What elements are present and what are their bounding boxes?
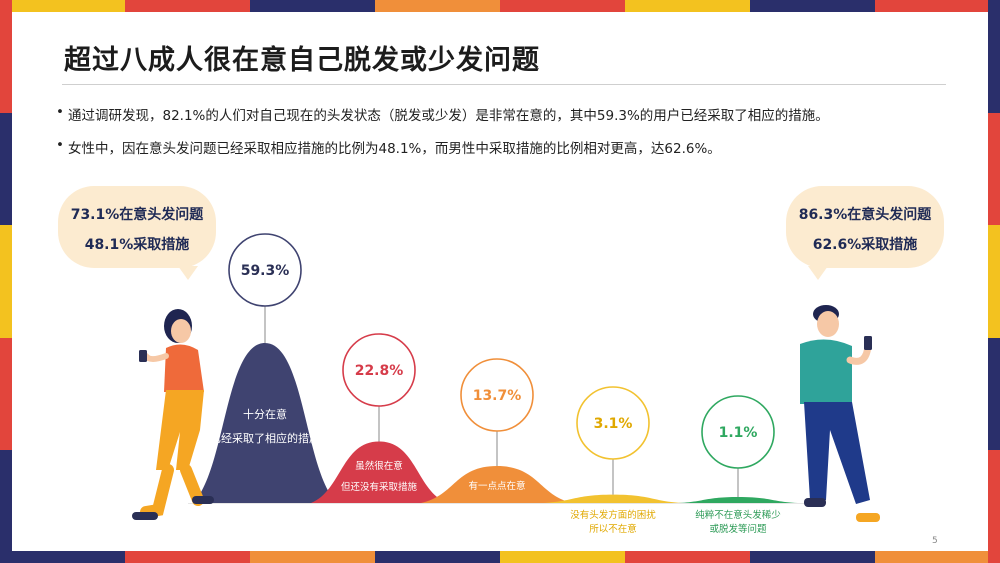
- value-label: 13.7%: [473, 388, 522, 404]
- right-color-strip: [988, 0, 1000, 563]
- man-with-phone-illustration: [800, 305, 880, 522]
- edge-segment: [375, 551, 500, 563]
- edge-segment: [0, 0, 12, 113]
- male-stats-bubble: 86.3%在意头发问题 62.6%采取措施: [786, 186, 944, 280]
- title-divider: [62, 84, 946, 85]
- edge-segment: [0, 112, 12, 226]
- edge-segment: [125, 0, 250, 12]
- edge-segment: [500, 0, 625, 12]
- hump-1: [193, 343, 337, 503]
- value-label: 1.1%: [719, 425, 758, 441]
- edge-segment: [750, 551, 875, 563]
- edge-segment: [988, 225, 1000, 338]
- edge-segment: [875, 551, 1000, 563]
- top-color-strip: [0, 0, 1000, 12]
- female-stats-bubble: 73.1%在意头发问题 48.1%采取措施: [58, 186, 216, 280]
- edge-segment: [625, 551, 750, 563]
- edge-segment: [500, 551, 625, 563]
- man-shoe-right: [856, 513, 880, 522]
- value-ring: [701, 395, 775, 469]
- woman-leg-left: [140, 464, 174, 518]
- hump-3: [421, 466, 573, 503]
- page-number: 5: [932, 536, 938, 546]
- value-ring: [460, 358, 534, 432]
- edge-segment: [988, 337, 1000, 451]
- category-label: 纯粹不在意头发稀少: [695, 509, 781, 521]
- page-title: 超过八成人很在意自己脱发或少发问题: [64, 45, 540, 76]
- female-action-stat: 48.1%采取措施: [84, 237, 190, 253]
- value-ring: [228, 233, 302, 307]
- edge-segment: [0, 225, 12, 338]
- value-label: 3.1%: [594, 416, 633, 432]
- value-ring: [342, 333, 416, 407]
- bottom-color-strip: [0, 551, 1000, 563]
- bubble-tail: [808, 266, 828, 280]
- bullet-point-1: 通过调研发现，82.1%的人们对自己现在的头发状态（脱发或少发）是非常在意的，其…: [56, 104, 829, 124]
- edge-segment: [875, 0, 1000, 12]
- edge-segment: [375, 0, 500, 12]
- value-ring: [576, 386, 650, 460]
- hump-5: [678, 497, 798, 503]
- value-label: 22.8%: [355, 363, 404, 379]
- edge-segment: [250, 551, 375, 563]
- woman-shoe-right: [192, 496, 214, 504]
- hump-4: [543, 494, 683, 503]
- woman-leg-right: [180, 464, 204, 506]
- male-action-stat: 62.6%采取措施: [812, 237, 918, 253]
- edge-segment: [625, 0, 750, 12]
- woman-pants: [156, 390, 204, 470]
- category-label: 所以不在意: [589, 523, 637, 535]
- edge-segment: [0, 337, 12, 451]
- value-label: 59.3%: [241, 263, 290, 279]
- man-pants: [804, 402, 870, 504]
- left-color-strip: [0, 0, 12, 563]
- category-label: 没有头发方面的困扰: [570, 509, 656, 521]
- woman-shoe-left: [132, 512, 158, 520]
- edge-segment: [988, 450, 1000, 563]
- category-label: 有一点点在意: [468, 480, 525, 492]
- male-concern-stat: 86.3%在意头发问题: [798, 207, 932, 223]
- bubble-tail: [178, 266, 198, 280]
- category-label: 或脱发等问题: [709, 523, 767, 535]
- edge-segment: [250, 0, 375, 12]
- man-shirt: [800, 339, 852, 404]
- edge-segment: [0, 551, 125, 563]
- category-label: 已经采取了相应的措施: [210, 431, 320, 445]
- woman-phone: [139, 350, 147, 362]
- edge-segment: [750, 0, 875, 12]
- woman-with-phone-illustration: [132, 309, 214, 520]
- man-face: [817, 311, 839, 337]
- man-shoe-left: [804, 498, 826, 507]
- woman-face: [171, 319, 191, 343]
- female-concern-stat: 73.1%在意头发问题: [70, 207, 204, 223]
- edge-segment: [0, 450, 12, 563]
- category-label: 但还没有采取措施: [341, 481, 418, 493]
- man-phone: [864, 336, 872, 350]
- edge-segment: [988, 0, 1000, 113]
- edge-segment: [988, 112, 1000, 226]
- category-label: 虽然很在意: [355, 460, 403, 472]
- woman-shirt: [164, 344, 204, 392]
- woman-arm: [143, 353, 169, 362]
- edge-segment: [125, 551, 250, 563]
- category-label: 十分在意: [243, 407, 287, 421]
- bullet-point-2: 女性中，因在意头发问题已经采取相应措施的比例为48.1%，而男性中采取措施的比例…: [56, 137, 721, 157]
- hump-2: [311, 441, 447, 503]
- edge-segment: [0, 0, 125, 12]
